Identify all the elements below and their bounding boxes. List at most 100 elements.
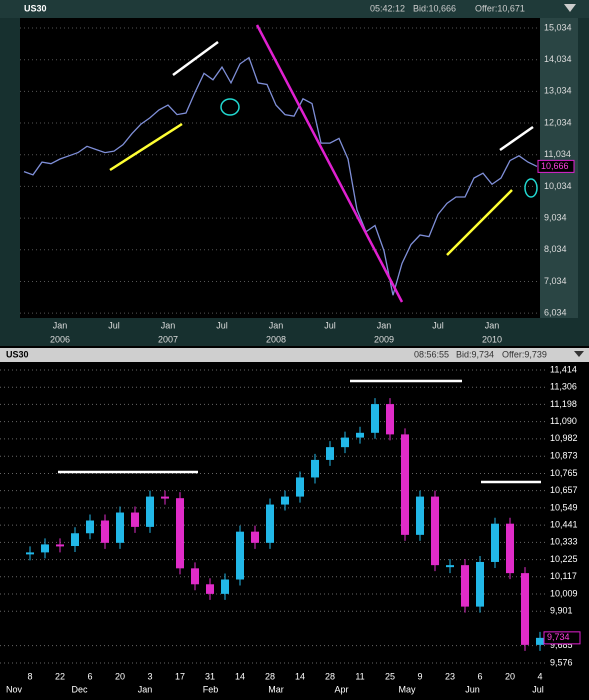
last-price-box <box>537 159 575 173</box>
candle <box>56 544 64 547</box>
trend-line <box>109 122 183 172</box>
title: US30 <box>24 3 47 13</box>
y-tick-label: 7,034 <box>544 276 567 286</box>
year-label: 2006 <box>50 334 70 344</box>
y-tick-label: 10,441 <box>550 520 578 530</box>
candle <box>521 573 529 645</box>
time: 05:42:12 <box>370 3 405 13</box>
y-tick-label: 10,225 <box>550 554 578 564</box>
month-label: Feb <box>203 684 219 694</box>
candle <box>356 432 364 438</box>
x-tick-label: 3 <box>147 671 152 681</box>
y-tick-label: 9,576 <box>550 657 573 667</box>
month-label: Apr <box>334 684 348 694</box>
candle <box>446 565 454 568</box>
x-tick-label: Jan <box>377 320 392 330</box>
offer: Offer:9,739 <box>502 349 547 359</box>
circle <box>524 178 538 198</box>
candle <box>326 447 334 460</box>
candle <box>101 520 109 543</box>
candle <box>431 496 439 566</box>
y-tick-label: 6,034 <box>544 307 567 317</box>
year-label: 2007 <box>158 334 178 344</box>
candle <box>386 404 394 435</box>
x-tick-label: 22 <box>55 671 65 681</box>
candle <box>206 584 214 594</box>
y-tick-label: 10,034 <box>544 181 572 191</box>
annotations <box>58 24 541 484</box>
time: 08:56:55 <box>414 349 449 359</box>
x-tick-label: 31 <box>205 671 215 681</box>
x-tick-label: 8 <box>27 671 32 681</box>
y-tick-label: 10,117 <box>550 571 577 581</box>
y-tick-label: 10,009 <box>550 588 578 598</box>
menu-arrow[interactable] <box>574 351 584 357</box>
marks: 6,034 7,034 8,034 9,034 10,034 11,034 12,034 13… <box>0 18 581 694</box>
y-tick-label: 9,034 <box>544 212 567 222</box>
month-label: Dec <box>71 684 88 694</box>
last-price-label: 9,734 <box>547 632 570 642</box>
trend-line <box>172 40 219 77</box>
price-line <box>23 56 538 296</box>
y-tick-label: 10,549 <box>550 502 578 512</box>
x-tick-label: 6 <box>87 671 92 681</box>
y-tick-label: 13,034 <box>544 86 572 96</box>
x-tick-label: Jan <box>53 320 68 330</box>
year-label: 2009 <box>374 334 394 344</box>
x-tick-label: Jan <box>485 320 500 330</box>
x-tick-label: 28 <box>265 671 275 681</box>
x-tick-label: 4 <box>537 671 542 681</box>
month-label: Jan <box>138 684 153 694</box>
candle <box>221 579 229 594</box>
last-price-label: 10,666 <box>541 161 569 171</box>
x-tick-label: 28 <box>325 671 335 681</box>
x-tick-label: Jan <box>161 320 176 330</box>
y-tick-label: 10,333 <box>550 537 578 547</box>
y-tick-label: 10,765 <box>550 468 578 478</box>
menu-arrow[interactable] <box>564 4 576 12</box>
candle <box>491 523 499 562</box>
x-tick-label: 23 <box>445 671 455 681</box>
y-tick-label: 11,090 <box>550 416 577 426</box>
last-price-box <box>543 631 581 645</box>
candle <box>236 531 244 580</box>
bottom-frame <box>0 346 589 700</box>
title: US30 <box>6 349 29 359</box>
candle <box>311 459 319 478</box>
candle <box>461 565 469 607</box>
bid: Bid:10,666 <box>413 3 456 13</box>
y-tick-label: 11,414 <box>550 364 577 374</box>
y-tick-label: 12,034 <box>544 117 572 127</box>
year-label: 2008 <box>266 334 286 344</box>
candle <box>281 496 289 505</box>
y-tick-label: 9,685 <box>550 640 573 650</box>
x-tick-label: 11 <box>355 671 364 681</box>
candle <box>476 561 484 607</box>
candle <box>536 637 544 645</box>
bid: Bid:9,734 <box>456 349 494 359</box>
y-tick-label: 10,657 <box>550 485 578 495</box>
candle <box>266 504 274 543</box>
y-tick-label: 9,901 <box>550 606 573 616</box>
x-tick-label: 14 <box>295 671 305 681</box>
y-tick-label: 11,198 <box>550 399 577 409</box>
month-label: Jun <box>465 684 480 694</box>
y-tick-label: 8,034 <box>544 244 567 254</box>
trend-line <box>446 189 513 256</box>
candle <box>341 437 349 448</box>
year-label: 2010 <box>482 334 502 344</box>
top-header <box>0 0 589 18</box>
x-tick-label: 25 <box>385 671 395 681</box>
month-label: May <box>398 684 416 694</box>
candle <box>296 477 304 497</box>
candle <box>146 496 154 527</box>
candle <box>131 512 139 527</box>
candle <box>191 568 199 585</box>
y-tick-label: 11,306 <box>550 382 577 392</box>
candle <box>371 404 379 433</box>
candle <box>86 520 94 534</box>
candle <box>506 523 514 574</box>
candle <box>161 496 169 499</box>
x-tick-label: 9 <box>417 671 422 681</box>
month-label: Mar <box>268 684 284 694</box>
